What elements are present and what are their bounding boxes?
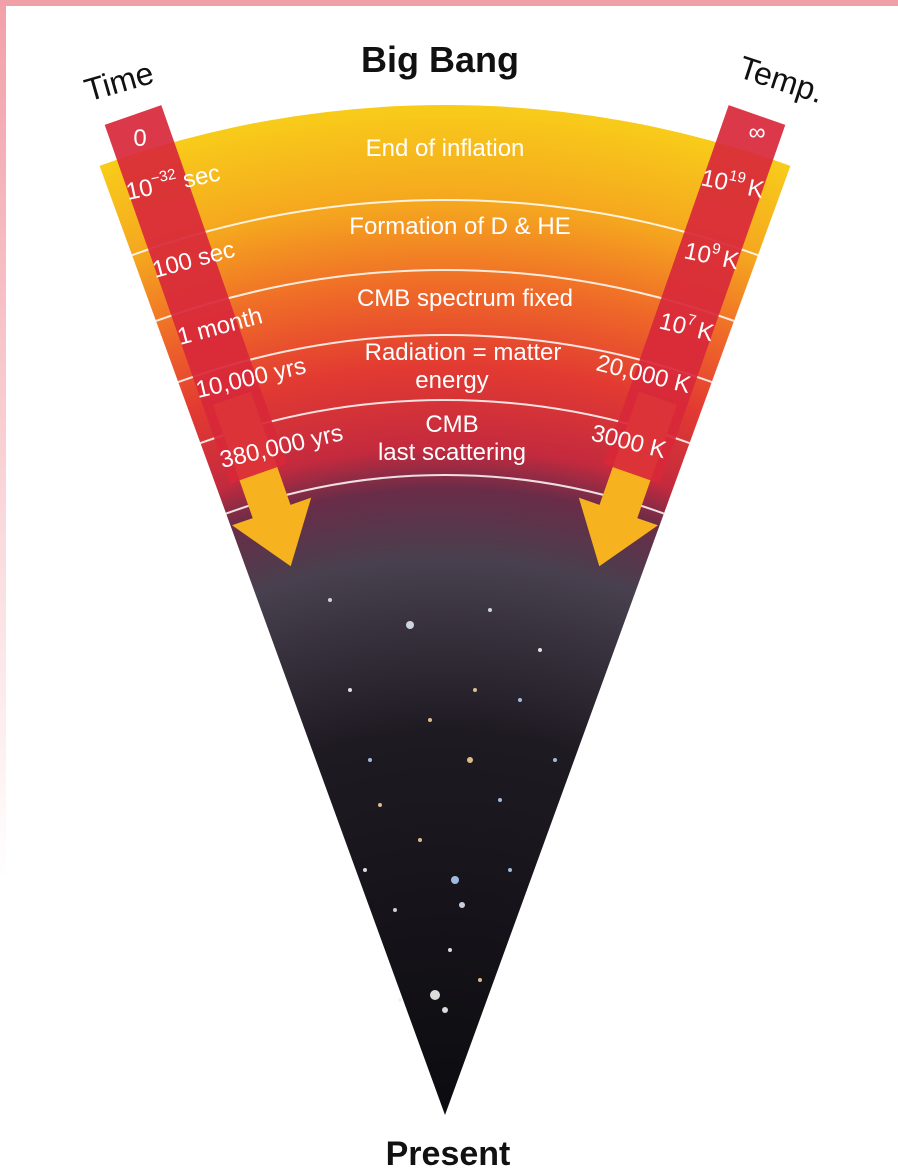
galaxy [478,978,482,982]
time-base: 10 [124,174,156,206]
galaxy [398,998,402,1002]
cosmos-wedge [99,105,791,1115]
band-label: Formation of D & HE [349,213,570,240]
left-border [0,0,6,880]
bottom-label: Present [386,1135,511,1173]
time-label: Time [80,54,157,108]
galaxy [448,948,452,952]
band-boundary [131,198,759,257]
temp-base: 10 [682,237,714,269]
galaxy [538,648,542,652]
temp-label: Temp. [734,49,828,110]
temp-unit: K [694,317,716,347]
time-mark: 0 [133,125,146,152]
galaxy [363,868,367,872]
galaxy [328,598,332,602]
temp-unit: K [720,246,741,276]
galaxy [459,902,465,908]
galaxy [518,698,522,702]
wedge [99,105,791,1115]
galaxy [428,718,432,722]
temp-mark: 1019K [699,162,767,205]
galaxy [393,908,397,912]
band-label: last scattering [378,439,526,466]
title: Big Bang [361,39,519,80]
temp-exp: 7 [686,311,698,330]
galaxy [473,688,477,692]
temp-mark: 107K [657,305,718,347]
galaxy [378,803,382,807]
band-boundary [177,334,713,383]
galaxy [488,608,492,612]
band-label: CMB spectrum fixed [357,285,573,312]
galaxy [451,876,459,884]
temp-base: 10 [699,164,731,196]
temp-mark: ∞ [748,119,765,146]
top-border [0,0,898,6]
galaxy [406,621,414,629]
temp-exp: 19 [728,167,748,187]
galaxy [553,758,557,762]
band-label: End of inflation [366,135,525,162]
band-boundary [155,269,735,322]
axis-bar [104,105,287,484]
galaxy [368,758,372,762]
galaxy [348,688,352,692]
galaxy [442,1007,448,1013]
galaxy [508,868,512,872]
galaxy [498,798,502,802]
band-label: Radiation = matter [365,339,562,366]
band-label: energy [415,367,488,394]
galaxy [467,757,473,763]
temp-unit: K [745,174,766,204]
axis-bar [603,105,786,484]
band-label: CMB [425,411,478,438]
galaxy [418,838,422,842]
galaxy [430,990,440,1000]
temp-base: 10 [657,308,689,341]
time-exp: −32 [149,166,177,188]
temp-mark: 109K [682,235,742,276]
temp-exp: 9 [711,240,723,258]
